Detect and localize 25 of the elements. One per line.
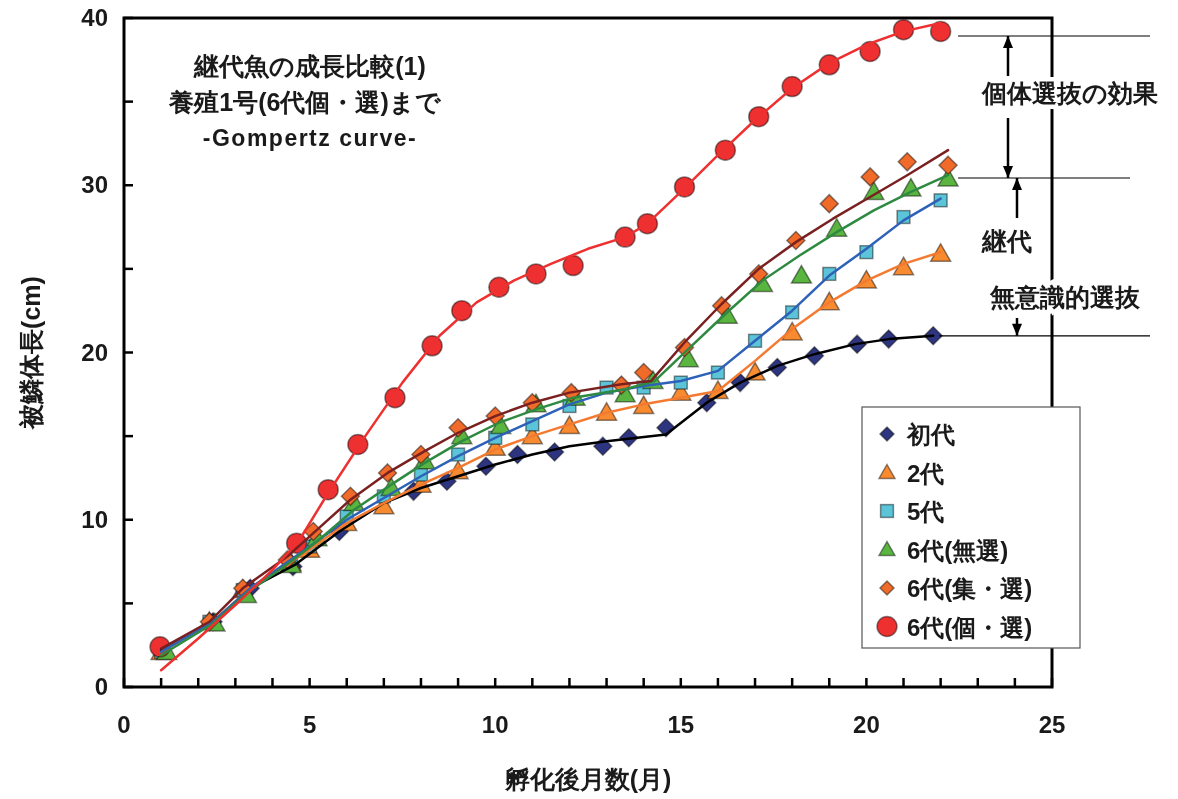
legend-label: 初代 [906, 421, 955, 448]
y-tick-label: 20 [81, 338, 108, 366]
x-tick-label: 25 [1038, 711, 1066, 738]
annotation: 継代 [981, 227, 1032, 255]
y-axis-title: 被鱗体長(cm) [17, 276, 45, 430]
y-tick-label: 10 [81, 505, 108, 533]
x-tick-label: 20 [853, 711, 880, 738]
legend-label: 6代(無選) [907, 536, 1009, 564]
legend-label: 6代(集・選) [907, 575, 1033, 602]
legend-label: 2代 [907, 459, 945, 487]
y-tick-label: 30 [81, 171, 108, 199]
annotation: -Gompertz curve- [202, 125, 418, 151]
x-tick-label: 5 [302, 711, 317, 738]
legend-label: 5代 [907, 498, 945, 525]
annotation: 無意識的選抜 [989, 283, 1141, 311]
y-tick-label: 0 [94, 673, 108, 700]
x-tick-label: 10 [481, 711, 509, 738]
x-tick-label: 0 [117, 711, 131, 738]
text: 継代魚の成長比較(1) [193, 52, 426, 80]
annotation: 個体選抜の効果 [981, 79, 1158, 107]
text: 養殖1号(6代個・選)まで [168, 88, 442, 116]
y-tick-label: 40 [81, 4, 108, 31]
x-tick-label: 15 [667, 711, 695, 738]
legend-label: 6代(個・選) [907, 613, 1033, 641]
x-axis-title: 孵化後月数(月) [503, 765, 672, 793]
